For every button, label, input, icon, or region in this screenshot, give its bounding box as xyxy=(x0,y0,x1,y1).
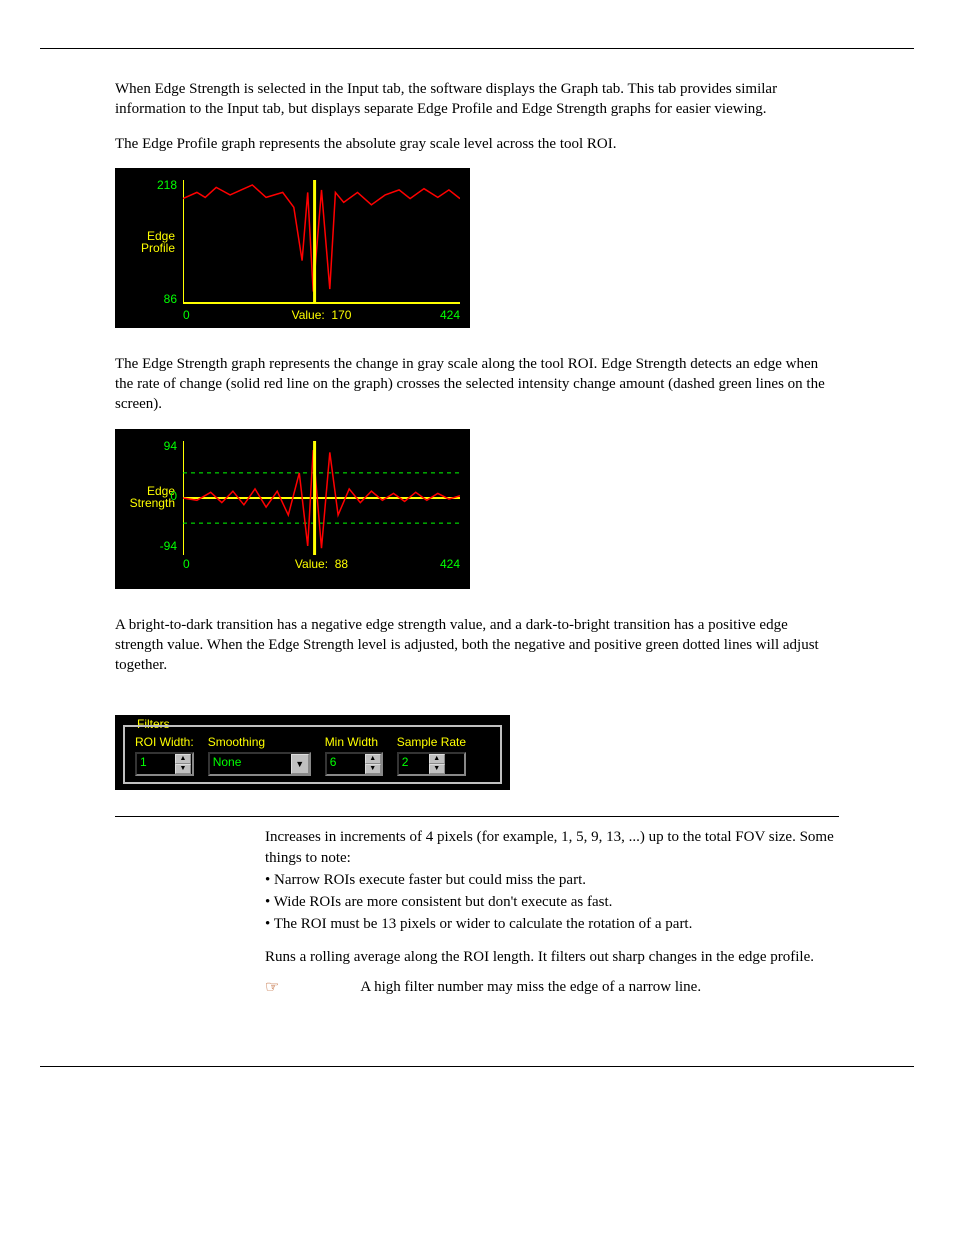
pointing-hand-icon: ☞ xyxy=(265,977,279,999)
filters-panel: Filters ROI Width: 1 ▲▼ Smoothing None ▼… xyxy=(115,715,510,790)
min-width-label: Min Width xyxy=(325,735,383,749)
g1-ylabel: EdgeProfile xyxy=(121,230,175,254)
edge-profile-graph: 218 EdgeProfile 86 0 Value: 170 424 xyxy=(115,168,470,328)
smoothing-value[interactable]: None xyxy=(210,754,291,774)
g2-y-top: 94 xyxy=(164,439,177,453)
smoothing-chevron-down-icon[interactable]: ▼ xyxy=(291,754,309,774)
g2-y-bot: -94 xyxy=(160,539,177,553)
g1-svg xyxy=(183,180,460,304)
min-width-value[interactable]: 6 xyxy=(327,754,365,774)
roi-width-value[interactable]: 1 xyxy=(137,754,175,774)
roi-width-up-icon[interactable]: ▲ xyxy=(175,754,191,764)
g1-value-label: Value: xyxy=(292,308,325,322)
intro-paragraph-1: When Edge Strength is selected in the In… xyxy=(115,79,839,120)
edge-strength-graph: 94 EdgeStrength -94 0 Value: 88 424 0 xyxy=(115,429,470,589)
g1-y-bot: 86 xyxy=(164,292,177,306)
g2-x-right: 424 xyxy=(440,557,460,571)
min-width-down-icon[interactable]: ▼ xyxy=(365,764,381,774)
desc-smoothing-main: Runs a rolling average along the ROI len… xyxy=(265,947,839,967)
g2-value: 88 xyxy=(335,557,348,571)
desc-note-text: A high filter number may miss the edge o… xyxy=(360,977,701,997)
g2-y-mid: 0 xyxy=(170,489,177,503)
bottom-rule xyxy=(40,1066,914,1067)
mid-paragraph-1: The Edge Strength graph represents the c… xyxy=(115,354,839,415)
g2-svg xyxy=(183,441,460,555)
desc-roi-main: Increases in increments of 4 pixels (for… xyxy=(265,827,839,868)
page-content: When Edge Strength is selected in the In… xyxy=(0,49,954,1048)
sample-rate-up-icon[interactable]: ▲ xyxy=(429,754,445,764)
g1-x-left: 0 xyxy=(183,308,190,322)
roi-width-spinner[interactable]: 1 ▲▼ xyxy=(135,752,194,776)
sample-rate-label: Sample Rate xyxy=(397,735,466,749)
g1-value: 170 xyxy=(331,308,351,322)
roi-width-label: ROI Width: xyxy=(135,735,194,749)
sample-rate-value[interactable]: 2 xyxy=(399,754,429,774)
desc-roi-b1: • Narrow ROIs execute faster but could m… xyxy=(265,870,839,890)
intro-paragraph-2: The Edge Profile graph represents the ab… xyxy=(115,134,839,154)
min-width-spinner[interactable]: 6 ▲▼ xyxy=(325,752,383,776)
smoothing-label: Smoothing xyxy=(208,735,311,749)
description-table: Increases in increments of 4 pixels (for… xyxy=(115,816,839,998)
mid-paragraph-2: A bright-to-dark transition has a negati… xyxy=(115,615,839,676)
sample-rate-spinner[interactable]: 2 ▲▼ xyxy=(397,752,466,776)
g2-x-left: 0 xyxy=(183,557,190,571)
g2-ylabel: EdgeStrength xyxy=(121,485,175,509)
desc-roi-b3: • The ROI must be 13 pixels or wider to … xyxy=(265,914,839,934)
smoothing-dropdown[interactable]: None ▼ xyxy=(208,752,311,776)
g1-y-top: 218 xyxy=(157,178,177,192)
min-width-up-icon[interactable]: ▲ xyxy=(365,754,381,764)
roi-width-down-icon[interactable]: ▼ xyxy=(175,764,191,774)
g1-x-right: 424 xyxy=(440,308,460,322)
g2-value-label: Value: xyxy=(295,557,328,571)
desc-smoothing-label xyxy=(115,947,265,999)
desc-roi-b2: • Wide ROIs are more consistent but don'… xyxy=(265,892,839,912)
sample-rate-down-icon[interactable]: ▼ xyxy=(429,764,445,774)
desc-roi-label xyxy=(115,827,265,936)
